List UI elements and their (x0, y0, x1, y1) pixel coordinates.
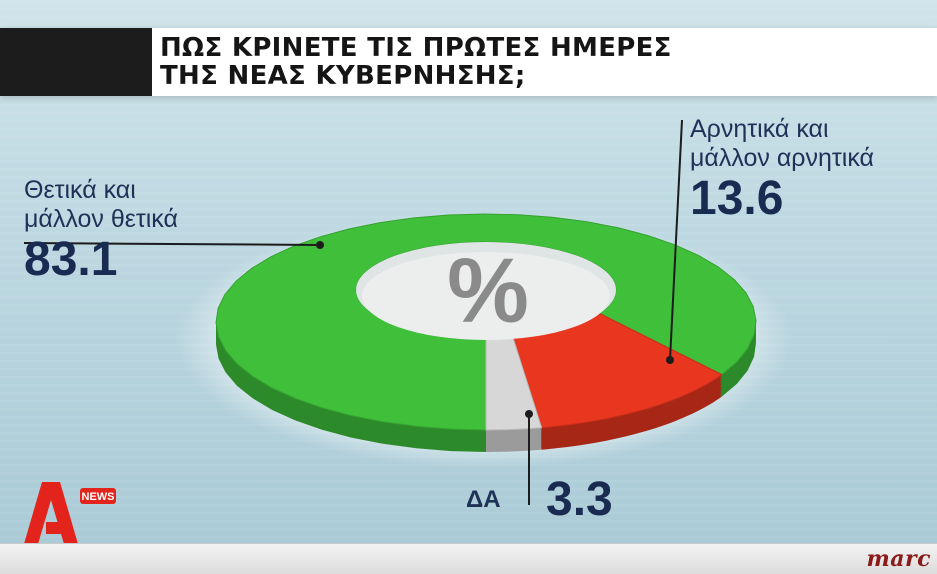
logo-a-bar (46, 522, 64, 534)
donut-hole-inner (362, 252, 610, 340)
label-positive-line2: μάλλον θετικά (24, 205, 178, 233)
value-negative: 13.6 (690, 172, 784, 225)
label-negative-line2: μάλλον αρνητικά (690, 144, 874, 172)
label-negative-line1: Αρνητικά και (690, 115, 829, 143)
leader-dot-da (525, 410, 533, 418)
logo-a-shape (24, 482, 78, 544)
logo-news-text: NEWS (82, 491, 115, 503)
label-positive-line1: Θετικά και (24, 176, 136, 204)
percent-sign: % (447, 240, 529, 342)
title-accent-block (0, 28, 152, 96)
label-positive: Θετικά και μάλλον θετικά 83.1 (24, 176, 178, 286)
leader-line-positive (23, 242, 321, 246)
brand-mark: marc (866, 546, 931, 572)
value-positive: 83.1 (24, 233, 118, 286)
title-bar: ΠΩΣ ΚΡΙΝΕΤΕ ΤΙΣ ΠΡΩΤΕΣ ΗΜΕΡΕΣ ΤΗΣ ΝΕΑΣ Κ… (0, 28, 937, 96)
logo-news-badge (80, 488, 116, 504)
title-line-1: ΠΩΣ ΚΡΙΝΕΤΕ ΤΙΣ ΠΡΩΤΕΣ ΗΜΕΡΕΣ (160, 33, 672, 63)
alpha-news-logo: NEWS (24, 482, 116, 544)
label-negative: Αρνητικά και μάλλον αρνητικά 13.6 (690, 115, 874, 225)
title-line-2: ΤΗΣ ΝΕΑΣ ΚΥΒΕΡΝΗΣΗΣ; (160, 61, 526, 91)
leader-dot-negative (666, 356, 674, 364)
leader-line-negative (669, 119, 683, 361)
chart-title: ΠΩΣ ΚΡΙΝΕΤΕ ΤΙΣ ΠΡΩΤΕΣ ΗΜΕΡΕΣ ΤΗΣ ΝΕΑΣ Κ… (160, 34, 672, 90)
bottom-banner: marc (0, 543, 937, 574)
label-da-text: ΔΑ (466, 486, 501, 513)
value-da: 3.3 (546, 473, 613, 526)
donut-top-layer (215, 213, 757, 431)
leader-dot-positive (316, 241, 324, 249)
